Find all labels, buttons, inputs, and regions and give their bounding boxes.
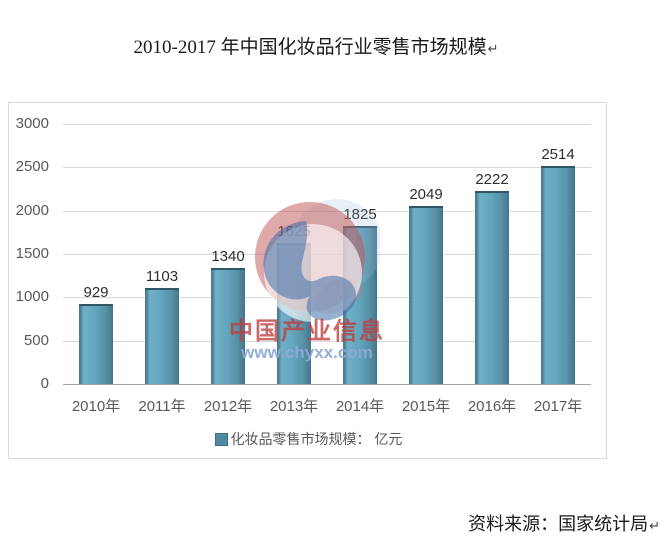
- gridline: [63, 340, 591, 342]
- gridline: [63, 210, 591, 212]
- bar-value-label: 2049: [409, 186, 443, 204]
- y-tick-label: 2000: [15, 201, 49, 219]
- x-tick-label: 2017年: [533, 398, 583, 415]
- bar-value-label: 1103: [145, 268, 179, 286]
- legend: 化妆品零售市场规模： 亿元: [9, 429, 608, 449]
- x-tick-label: 2012年: [203, 398, 253, 415]
- bar-value-label: 2222: [475, 171, 509, 189]
- gridline: [63, 124, 591, 125]
- bar-value-label: 1825: [343, 205, 377, 223]
- x-tick-label: 2016年: [467, 398, 517, 415]
- bar-value-label: 1625: [277, 223, 311, 241]
- y-tick-label: 1000: [15, 288, 49, 306]
- x-axis-line: [63, 384, 591, 385]
- paragraph-mark-icon: ↵: [487, 42, 499, 57]
- y-tick-label: 1500: [15, 245, 49, 262]
- bar-value-label: 929: [83, 283, 109, 301]
- bar-2016年: [475, 191, 509, 384]
- gridline: [63, 254, 591, 255]
- gridline: [63, 167, 591, 169]
- watermark-url: www.chyxx.com: [241, 343, 373, 362]
- bar-2015年: [409, 206, 443, 384]
- bar-2013年: [277, 243, 311, 384]
- paragraph-mark-icon: ↵: [649, 519, 660, 534]
- x-tick-label: 2014年: [335, 398, 385, 415]
- bar-value-label: 2514: [541, 146, 575, 164]
- gridline: [63, 297, 591, 299]
- source-note: 资料来源：国家统计局↵: [468, 510, 660, 536]
- y-tick-label: 0: [40, 375, 49, 392]
- bar-2012年: [211, 267, 245, 384]
- legend-swatch: [214, 432, 228, 446]
- x-tick-label: 2013年: [269, 398, 319, 415]
- bar-value-label: 1340: [211, 247, 245, 265]
- chart-title: 2010-2017 年中国化妆品行业零售市场规模↵: [0, 32, 668, 59]
- x-tick-label: 2010年: [71, 398, 121, 415]
- chart-container: 929 1103 1340 1625 1825 2049 2222 2514 0 500 1000…: [8, 102, 607, 459]
- bar-2017年: [541, 166, 575, 384]
- x-tick-label: 2011年: [138, 398, 186, 415]
- bar-2011年: [145, 288, 179, 384]
- chart-title-text: 2010-2017 年中国化妆品行业零售市场规模: [133, 37, 487, 58]
- y-tick-label: 3000: [15, 115, 49, 132]
- y-tick-label: 2500: [15, 158, 49, 176]
- source-note-text: 资料来源：国家统计局: [468, 514, 649, 534]
- y-tick-label: 500: [23, 331, 49, 349]
- bar-2010年: [79, 303, 113, 384]
- legend-label: 化妆品零售市场规模： 亿元: [230, 431, 403, 447]
- watermark-text-cn: 中国产业信息: [229, 318, 385, 345]
- x-tick-label: 2015年: [401, 398, 451, 415]
